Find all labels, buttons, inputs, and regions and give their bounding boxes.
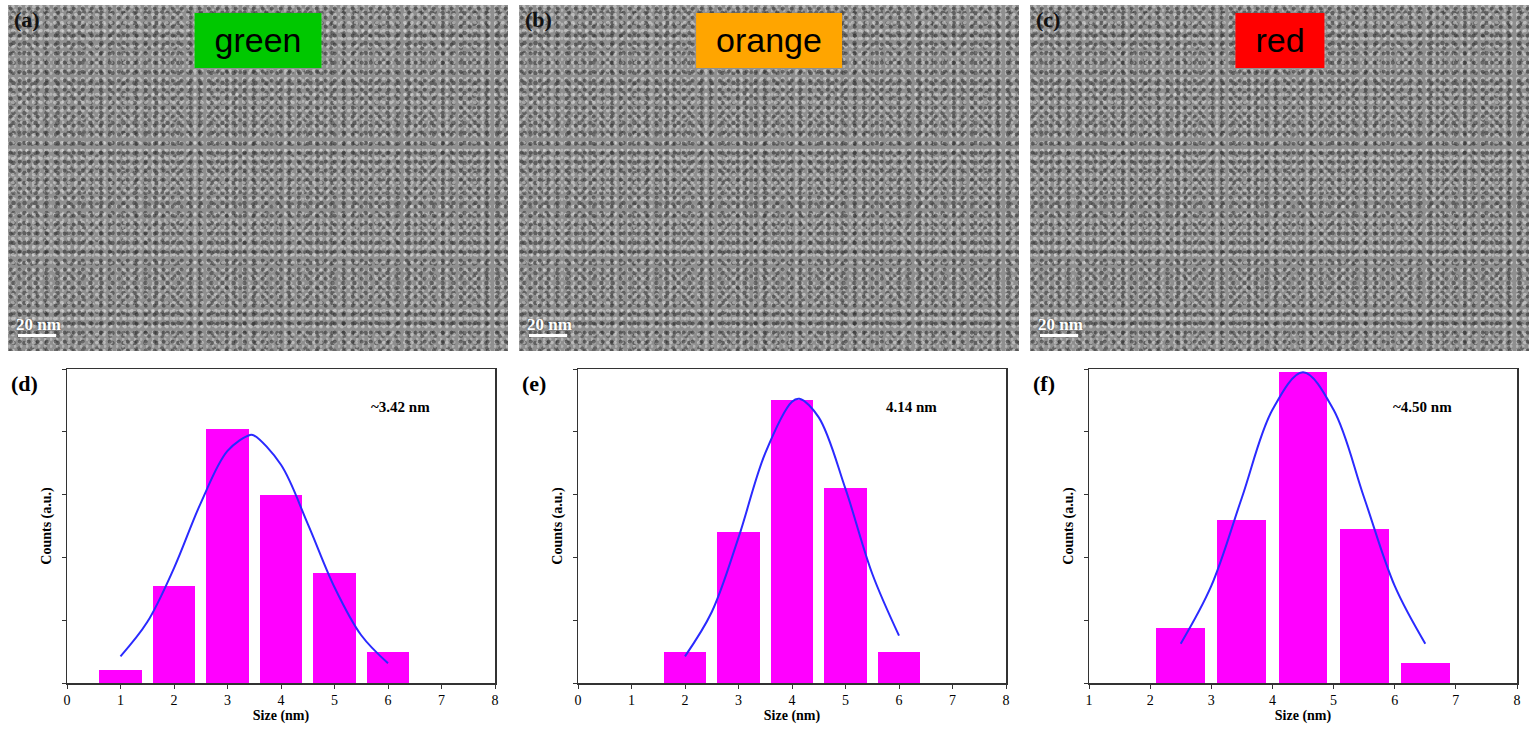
svg-text:1: 1 bbox=[628, 693, 635, 708]
svg-text:3: 3 bbox=[735, 693, 742, 708]
html-text:20 nm: 20 nm bbox=[527, 315, 572, 334]
svg-text:8: 8 bbox=[492, 693, 499, 708]
svg-text:~3.42 nm: ~3.42 nm bbox=[371, 399, 430, 415]
svg-text:1: 1 bbox=[117, 693, 124, 708]
svg-text:7: 7 bbox=[438, 693, 445, 708]
svg-text:1: 1 bbox=[1086, 693, 1093, 708]
svg-text:7: 7 bbox=[1452, 693, 1459, 708]
svg-text:~4.50 nm: ~4.50 nm bbox=[1393, 399, 1452, 415]
svg-text:8: 8 bbox=[1003, 693, 1010, 708]
svg-text:4: 4 bbox=[1269, 693, 1276, 708]
svg-text:0: 0 bbox=[575, 693, 582, 708]
html-text:orange: orange bbox=[716, 21, 822, 59]
svg-text:5: 5 bbox=[842, 693, 849, 708]
svg-text:3: 3 bbox=[224, 693, 231, 708]
svg-text:6: 6 bbox=[1391, 693, 1398, 708]
svg-text:4.14 nm: 4.14 nm bbox=[886, 399, 937, 415]
svg-text:6: 6 bbox=[896, 693, 903, 708]
svg-text:Size (nm): Size (nm) bbox=[764, 708, 821, 724]
html-text:green: green bbox=[214, 21, 302, 59]
svg-text:2: 2 bbox=[1147, 693, 1154, 708]
html-text:(a): (a) bbox=[14, 7, 40, 32]
svg-text:(f): (f) bbox=[1033, 371, 1055, 396]
svg-text:8: 8 bbox=[1514, 693, 1521, 708]
svg-text:Size (nm): Size (nm) bbox=[253, 708, 310, 724]
html-text:20 nm: 20 nm bbox=[1038, 315, 1083, 334]
svg-text:Counts (a.u.): Counts (a.u.) bbox=[39, 487, 55, 565]
svg-text:Size (nm): Size (nm) bbox=[1275, 708, 1332, 724]
html-text:(b): (b) bbox=[525, 7, 552, 32]
svg-text:(e): (e) bbox=[522, 371, 546, 396]
svg-text:5: 5 bbox=[1330, 693, 1337, 708]
svg-text:2: 2 bbox=[171, 693, 178, 708]
svg-text:(d): (d) bbox=[11, 371, 38, 396]
svg-text:3: 3 bbox=[1208, 693, 1215, 708]
svg-text:5: 5 bbox=[331, 693, 338, 708]
svg-text:4: 4 bbox=[789, 693, 796, 708]
svg-text:7: 7 bbox=[949, 693, 956, 708]
svg-text:Counts (a.u.): Counts (a.u.) bbox=[550, 487, 566, 565]
svg-text:Counts (a.u.): Counts (a.u.) bbox=[1061, 487, 1077, 565]
svg-text:0: 0 bbox=[64, 693, 71, 708]
html-text:20 nm: 20 nm bbox=[16, 315, 61, 334]
svg-text:6: 6 bbox=[385, 693, 392, 708]
svg-text:4: 4 bbox=[278, 693, 285, 708]
html-text:(c): (c) bbox=[1036, 7, 1061, 32]
svg-text:2: 2 bbox=[682, 693, 689, 708]
html-text:red: red bbox=[1255, 21, 1305, 59]
